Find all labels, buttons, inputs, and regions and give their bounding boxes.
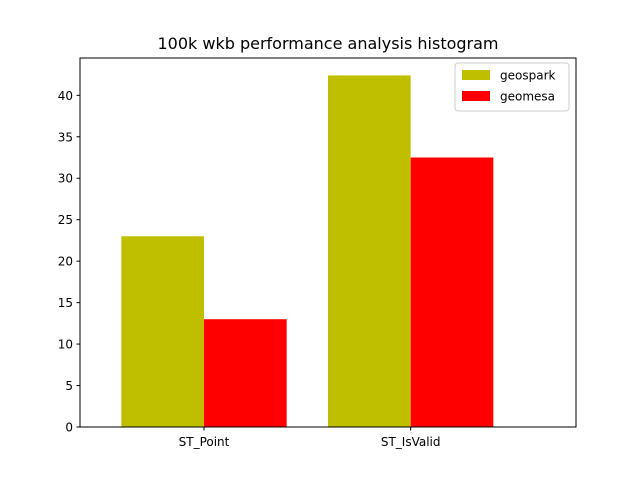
axes-frame <box>79 57 577 428</box>
x-tick-label: ST_Point <box>179 435 230 449</box>
y-tick-label: 20 <box>58 255 73 269</box>
x-tick-label: ST_IsValid <box>381 435 441 449</box>
legend-label-geomesa: geomesa <box>500 90 555 104</box>
y-tick-label: 40 <box>58 89 73 103</box>
legend-swatch-geospark <box>462 70 490 80</box>
chart-title: 100k wkb performance analysis histogram <box>157 34 498 53</box>
bar-geomesa-ST_Point <box>204 319 287 427</box>
y-tick-label: 30 <box>58 172 73 186</box>
legend: geospark geomesa <box>454 62 570 112</box>
legend-swatch-geomesa <box>462 91 490 101</box>
bar-geomesa-ST_IsValid <box>410 157 494 427</box>
y-tick-label: 15 <box>58 296 73 310</box>
bar-geospark-ST_Point <box>121 236 204 427</box>
plot-area: 0 5 10 15 20 25 30 35 40 ST_Point ST_IsValid <box>58 57 577 449</box>
legend-label-geospark: geospark <box>500 69 555 83</box>
y-tick-label: 0 <box>65 421 73 435</box>
y-tick-label: 25 <box>58 213 73 227</box>
y-tick-label: 35 <box>58 130 73 144</box>
y-tick-label: 5 <box>65 379 73 393</box>
y-tick-label: 10 <box>58 338 73 352</box>
bar-geospark-ST_IsValid <box>328 75 411 427</box>
